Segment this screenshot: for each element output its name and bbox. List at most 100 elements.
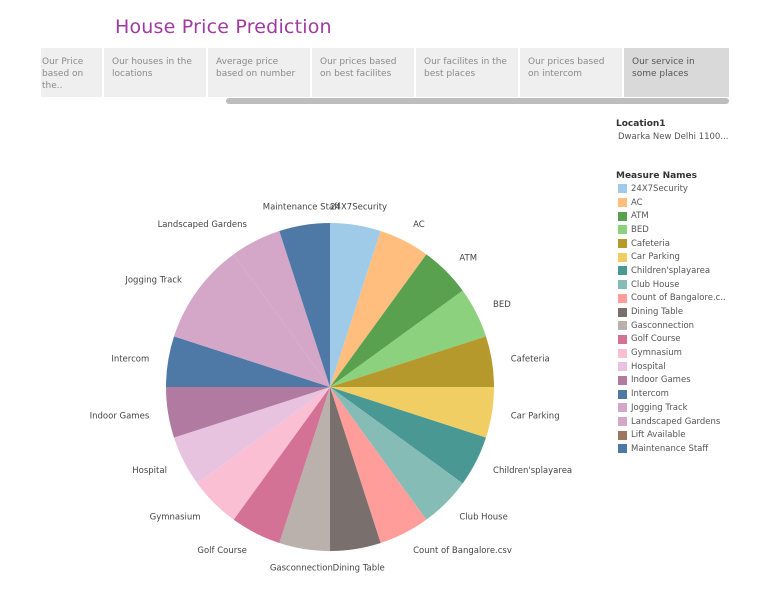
pie-slice[interactable] bbox=[279, 223, 330, 387]
legend-item[interactable]: Intercom bbox=[618, 387, 726, 401]
legend-item[interactable]: Cafeteria bbox=[618, 237, 726, 251]
pie-slice[interactable] bbox=[330, 231, 427, 387]
tab-average-price[interactable]: Average price based on number bbox=[208, 48, 312, 97]
legend-item[interactable]: Children'splayarea bbox=[618, 264, 726, 278]
legend-item[interactable]: Hospital bbox=[618, 360, 726, 374]
pie-slice[interactable] bbox=[330, 387, 427, 543]
legend-label: Gymnasium bbox=[631, 348, 682, 359]
slice-label: BED bbox=[493, 300, 511, 310]
pie-slice[interactable] bbox=[166, 336, 330, 387]
slice-label: Landscaped Gardens bbox=[158, 220, 248, 230]
slice-label: Gasconnection bbox=[270, 564, 333, 574]
legend-item[interactable]: Maintenance Staff bbox=[618, 442, 726, 456]
legend-item[interactable]: AC bbox=[618, 196, 726, 210]
legend-label: Lift Available bbox=[631, 430, 686, 441]
slice-label: Hospital bbox=[132, 466, 167, 476]
legend-swatch bbox=[618, 266, 627, 276]
legend-item[interactable]: Lift Available bbox=[618, 428, 726, 442]
slice-label: Gymnasium bbox=[150, 512, 201, 522]
legend-label: 24X7Security bbox=[631, 183, 688, 194]
legend-swatch bbox=[618, 375, 627, 385]
pie-slice[interactable] bbox=[233, 387, 330, 543]
slice-label: Club House bbox=[459, 512, 507, 522]
legend-swatch bbox=[618, 184, 627, 194]
legend-label: Dining Table bbox=[631, 307, 684, 318]
legend-swatch bbox=[618, 403, 627, 413]
legend-label: ATM bbox=[631, 211, 649, 222]
dashboard-title: House Price Prediction bbox=[115, 16, 332, 38]
legend-item[interactable]: Golf Course bbox=[618, 333, 726, 347]
legend-item[interactable]: Gymnasium bbox=[618, 346, 726, 360]
tab-price-based[interactable]: Our Price based on the.. bbox=[41, 48, 104, 97]
pie-slice[interactable] bbox=[330, 290, 486, 387]
pie-slice[interactable] bbox=[330, 254, 463, 387]
legend-item[interactable]: 24X7Security bbox=[618, 182, 726, 196]
legend-swatch bbox=[618, 225, 627, 235]
pie-slice[interactable] bbox=[330, 387, 463, 520]
tab-service-places[interactable]: Our service in some places bbox=[624, 48, 729, 97]
tab-prices-intercom[interactable]: Our prices based on intercom bbox=[520, 48, 624, 97]
legend-label: Maintenance Staff bbox=[631, 443, 709, 454]
legend-label: Indoor Games bbox=[631, 375, 691, 386]
filter-title: Location1 bbox=[616, 119, 666, 129]
pie-slice[interactable] bbox=[197, 387, 330, 520]
legend-label: Car Parking bbox=[631, 252, 680, 263]
legend-swatch bbox=[618, 417, 627, 427]
legend-swatch bbox=[618, 321, 627, 331]
tab-prices-facilities[interactable]: Our prices based on best facilites bbox=[312, 48, 416, 97]
slice-label: AC bbox=[413, 220, 425, 230]
slice-label: Golf Course bbox=[197, 546, 247, 556]
location-filter-value[interactable]: Dwarka New Delhi 1100... bbox=[618, 132, 729, 142]
legend-item[interactable]: Car Parking bbox=[618, 250, 726, 264]
legend-item[interactable]: Gasconnection bbox=[618, 319, 726, 333]
legend-swatch bbox=[618, 280, 627, 290]
tabs-scrollbar[interactable] bbox=[226, 98, 729, 104]
slice-label: Dining Table bbox=[333, 564, 385, 574]
legend-swatch bbox=[618, 430, 627, 440]
legend-swatch bbox=[618, 307, 627, 317]
legend-item[interactable]: ATM bbox=[618, 209, 726, 223]
legend-item[interactable]: Count of Bangalore.c.. bbox=[618, 292, 726, 306]
legend-swatch bbox=[618, 334, 627, 344]
legend-item[interactable]: Club House bbox=[618, 278, 726, 292]
pie-slice[interactable] bbox=[330, 336, 494, 387]
slice-label: ATM bbox=[459, 254, 477, 264]
legend-item[interactable]: Dining Table bbox=[618, 305, 726, 319]
tab-facilities-places[interactable]: Our facilites in the best places bbox=[416, 48, 520, 97]
legend-label: AC bbox=[631, 197, 643, 208]
legend-label: Gasconnection bbox=[631, 320, 695, 331]
legend-item[interactable]: Jogging Track bbox=[618, 401, 726, 415]
legend-label: Cafeteria bbox=[631, 238, 670, 249]
pie-slice[interactable] bbox=[330, 387, 486, 484]
legend-swatch bbox=[618, 389, 627, 399]
slice-label: Car Parking bbox=[511, 412, 560, 422]
pie-slice[interactable] bbox=[233, 231, 330, 387]
slice-label: Maintenance Staff bbox=[263, 202, 341, 212]
legend-item[interactable]: Indoor Games bbox=[618, 374, 726, 388]
legend-swatch bbox=[618, 444, 627, 454]
tab-houses-locations[interactable]: Our houses in the locations bbox=[104, 48, 208, 97]
legend-label: Children'splayarea bbox=[631, 265, 711, 276]
pie-slice[interactable] bbox=[174, 254, 330, 387]
legend-item[interactable]: Landscaped Gardens bbox=[618, 415, 726, 429]
slice-label: Indoor Games bbox=[90, 412, 150, 422]
slice-label: Count of Bangalore.csv bbox=[413, 546, 512, 556]
legend-label: BED bbox=[631, 224, 649, 235]
legend-title: Measure Names bbox=[616, 171, 698, 181]
pie-slice[interactable] bbox=[174, 387, 330, 484]
legend-swatch bbox=[618, 252, 627, 262]
pie-slice[interactable] bbox=[279, 387, 330, 551]
pie-slice[interactable] bbox=[330, 387, 381, 551]
pie-slice[interactable] bbox=[330, 223, 381, 387]
legend-swatch bbox=[618, 198, 627, 208]
slice-label: Intercom bbox=[111, 354, 149, 364]
pie-slice[interactable] bbox=[330, 387, 494, 438]
legend-label: Jogging Track bbox=[631, 402, 688, 413]
pie-slice[interactable] bbox=[166, 387, 330, 438]
legend: 24X7Security AC ATM BED Cafeteria Car Parking… bbox=[618, 182, 726, 456]
legend-label: Intercom bbox=[631, 389, 669, 400]
legend-item[interactable]: BED bbox=[618, 223, 726, 237]
legend-label: Club House bbox=[631, 279, 680, 290]
legend-swatch bbox=[618, 362, 627, 372]
